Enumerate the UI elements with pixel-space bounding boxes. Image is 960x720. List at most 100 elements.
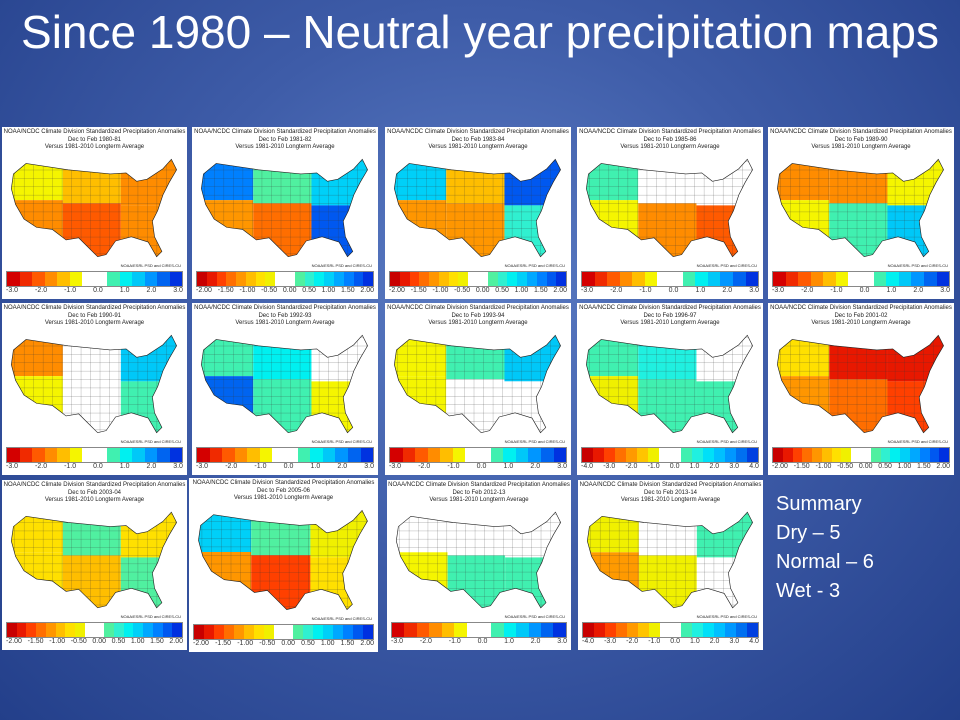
legend-tick: -1.00 bbox=[49, 638, 66, 645]
legend-tick: -2.00 bbox=[6, 638, 22, 645]
legend-tick: -0.50 bbox=[454, 287, 471, 294]
legend-swatch bbox=[637, 448, 648, 462]
map-header: NOAA/NCDC Climate Division Standardized … bbox=[385, 305, 571, 328]
summary-dry: Dry – 5 bbox=[776, 522, 841, 544]
color-legend bbox=[389, 271, 567, 287]
legend-swatch bbox=[626, 448, 637, 462]
legend-swatch bbox=[399, 272, 410, 286]
legend-swatch bbox=[546, 272, 557, 286]
legend-swatch bbox=[782, 448, 793, 462]
legend-tick: -2.0 bbox=[225, 463, 238, 470]
legend-swatch bbox=[582, 272, 595, 286]
legend-tick: -0.50 bbox=[837, 463, 854, 470]
legend-swatch bbox=[226, 272, 237, 286]
legend-swatch bbox=[362, 625, 373, 639]
legend-swatch bbox=[283, 625, 294, 639]
legend-swatch bbox=[94, 448, 107, 462]
us-outline bbox=[586, 334, 753, 434]
legend-swatch bbox=[604, 448, 615, 462]
legend-swatch bbox=[94, 272, 107, 286]
us-map bbox=[586, 158, 753, 258]
legend-tick: 0.50 bbox=[878, 463, 892, 470]
map-header-line: Versus 1981-2010 Longterm Average bbox=[620, 320, 720, 326]
legend-swatch bbox=[353, 625, 363, 639]
map-header-line: NOAA/NCDC Climate Division Standardized … bbox=[387, 305, 569, 311]
map-header: NOAA/NCDC Climate Division Standardized … bbox=[577, 129, 763, 152]
map-credit: NOAA/ESRL PSD and CIRES-CU bbox=[696, 263, 757, 268]
legend-swatch bbox=[747, 623, 758, 637]
precip-map-1981-82: NOAA/NCDC Climate Division Standardized … bbox=[192, 127, 378, 299]
color-legend bbox=[196, 447, 374, 463]
legend-swatch bbox=[7, 448, 20, 462]
map-header-line: Dec to Feb 1993-94 bbox=[451, 312, 505, 319]
legend-swatch bbox=[594, 272, 608, 286]
map-header-line: Versus 1981-2010 Longterm Average bbox=[811, 144, 911, 150]
legend-tick: -2.0 bbox=[626, 638, 639, 645]
us-outline bbox=[10, 511, 177, 609]
legend-swatch bbox=[670, 272, 683, 286]
legend-tick: 4.0 bbox=[749, 638, 759, 645]
map-credit: NOAA/ESRL PSD and CIRES-CU bbox=[887, 263, 948, 268]
precip-map-1992-93: NOAA/NCDC Climate Division Standardized … bbox=[192, 303, 378, 475]
legend-swatch bbox=[725, 623, 737, 637]
legend-swatch bbox=[644, 272, 658, 286]
legend-swatch bbox=[536, 272, 547, 286]
legend-swatch bbox=[478, 623, 492, 637]
legend-swatch bbox=[209, 448, 223, 462]
us-outline bbox=[198, 509, 368, 611]
legend-swatch bbox=[263, 625, 274, 639]
map-header-line: NOAA/NCDC Climate Division Standardized … bbox=[3, 129, 186, 135]
legend-tick: 3.0 bbox=[173, 463, 183, 470]
legend-swatch bbox=[7, 272, 20, 286]
legend-swatch bbox=[45, 623, 56, 637]
legend-swatch bbox=[939, 448, 950, 462]
legend-tick: 0.0 bbox=[476, 463, 487, 470]
map-header-line: Versus 1981-2010 Longterm Average bbox=[44, 320, 145, 326]
legend-swatch bbox=[206, 272, 217, 286]
map-header-line: Dec to Feb 2005-06 bbox=[256, 487, 311, 494]
legend-swatch bbox=[659, 623, 671, 637]
legend-swatch bbox=[303, 625, 314, 639]
legend-swatch bbox=[82, 448, 95, 462]
legend-swatch bbox=[841, 448, 852, 462]
legend-tick: -4.0 bbox=[581, 463, 594, 470]
legend-ticks: -3.0 -2.0 -1.0 0.0 1.0 2.0 3.0 bbox=[6, 463, 183, 470]
legend-swatch bbox=[607, 272, 620, 286]
legend-swatch bbox=[402, 448, 416, 462]
legend-swatch bbox=[670, 623, 682, 637]
legend-swatch bbox=[427, 448, 441, 462]
legend-tick: 0.0 bbox=[93, 463, 103, 470]
map-header: NOAA/NCDC Climate Division Standardized … bbox=[387, 482, 571, 505]
legend-tick: 1.50 bbox=[534, 287, 548, 294]
legend-swatch bbox=[465, 448, 479, 462]
legend-tick: 0.00 bbox=[281, 640, 295, 647]
map-header-line: Dec to Feb 1992-93 bbox=[258, 312, 312, 319]
legend-tick: 1.00 bbox=[897, 463, 912, 470]
map-header-line: Dec to Feb 1990-91 bbox=[67, 312, 122, 319]
legend-swatch bbox=[335, 448, 348, 462]
legend-swatch bbox=[851, 448, 862, 462]
legend-swatch bbox=[104, 623, 114, 637]
map-header-line: NOAA/NCDC Climate Division Standardized … bbox=[579, 129, 761, 135]
us-map bbox=[395, 511, 562, 609]
legend-tick: 1.0 bbox=[119, 287, 130, 294]
legend-ticks: -4.0 -3.0 -2.0 -1.0 0.0 1.0 2.0 3.0 4.0 bbox=[582, 638, 759, 645]
legend-swatch bbox=[454, 623, 467, 637]
map-credit: NOAA/ESRL PSD and CIRES-CU bbox=[120, 263, 181, 268]
legend-swatch bbox=[275, 272, 286, 286]
legend-swatch bbox=[247, 448, 260, 462]
legend-tick: -1.00 bbox=[815, 463, 832, 470]
map-header-line: NOAA/NCDC Climate Division Standardized … bbox=[3, 305, 186, 311]
map-header-line: Versus 1981-2010 Longterm Average bbox=[429, 497, 529, 503]
legend-swatch bbox=[243, 625, 254, 639]
legend-swatch bbox=[823, 272, 836, 286]
legend-swatch bbox=[909, 448, 920, 462]
legend-swatch bbox=[553, 448, 567, 462]
legend-tick: 2.0 bbox=[722, 287, 733, 294]
precip-map-1996-97: NOAA/NCDC Climate Division Standardized … bbox=[577, 303, 763, 475]
legend-tick: 0.00 bbox=[282, 287, 297, 294]
us-map bbox=[201, 334, 368, 434]
legend-swatch bbox=[821, 448, 832, 462]
us-outline bbox=[395, 511, 562, 609]
legend-swatch bbox=[69, 448, 82, 462]
